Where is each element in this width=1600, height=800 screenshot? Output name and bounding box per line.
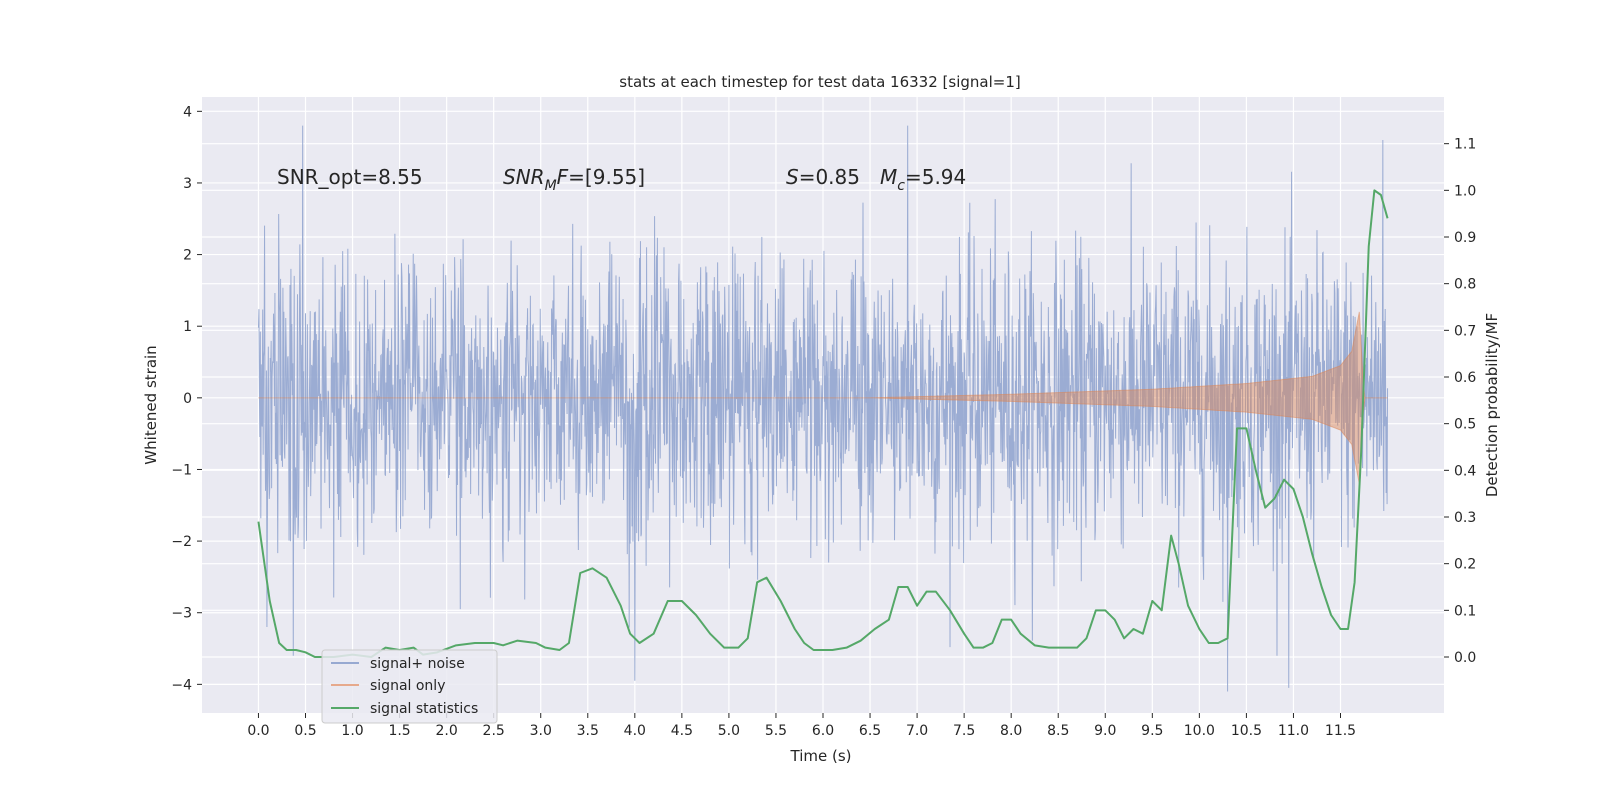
- annotation-s-suffix: =0.85: [799, 165, 860, 189]
- x-tick-label-18: 9.0: [1094, 723, 1116, 739]
- y-tick-label-0: −4: [171, 677, 192, 693]
- y2-tick-label-4: 0.4: [1454, 463, 1476, 479]
- annotation-snr-mf-sub: M: [545, 178, 557, 194]
- y2-axis-label: Detection probability/MF: [1483, 313, 1501, 497]
- x-tick-label-22: 11.0: [1278, 723, 1309, 739]
- y2-tick-label-7: 0.7: [1454, 323, 1476, 339]
- y2-tick-label-3: 0.3: [1454, 510, 1476, 526]
- x-tick-label-14: 7.0: [906, 723, 928, 739]
- y2-tick-label-11: 1.1: [1454, 137, 1476, 153]
- annotation-snr-mf-main: SNR: [503, 165, 545, 189]
- annotation-snr-mf-suffix: =[9.55]: [568, 165, 645, 189]
- y-axis-ticks: −4 −3 −2 −1 0 1 2 3 4: [171, 104, 202, 693]
- chart-title: stats at each timestep for test data 163…: [619, 73, 1020, 91]
- annotation-snr-mf: SNRMF=[9.55]: [503, 165, 645, 194]
- x-tick-label-4: 2.0: [436, 723, 458, 739]
- annotation-s-main: S: [786, 165, 799, 189]
- x-axis-label: Time (s): [790, 747, 852, 765]
- annotation-snr-opt-text: SNR_opt=8.55: [277, 165, 423, 189]
- legend: signal+ noise signal only signal statist…: [321, 649, 498, 724]
- x-tick-label-13: 6.5: [859, 723, 881, 739]
- x-tick-label-2: 1.0: [341, 723, 363, 739]
- y-tick-label-3: −1: [171, 462, 192, 478]
- y-tick-label-8: 4: [183, 104, 192, 120]
- y2-tick-label-2: 0.2: [1454, 557, 1476, 573]
- y-tick-label-6: 2: [183, 248, 192, 264]
- x-tick-label-3: 1.5: [388, 723, 410, 739]
- x-tick-label-12: 6.0: [812, 723, 834, 739]
- y2-tick-label-1: 0.1: [1454, 603, 1476, 619]
- annotation-mc-main: M: [880, 165, 897, 189]
- x-tick-label-21: 10.5: [1231, 723, 1262, 739]
- x-tick-label-0: 0.0: [247, 723, 269, 739]
- x-tick-label-16: 8.0: [1000, 723, 1022, 739]
- legend-label-signal-only: signal only: [370, 678, 445, 694]
- y-tick-label-4: 0: [183, 391, 192, 407]
- series-signal-statistics-line: [257, 189, 1389, 658]
- annotation-mc-sub: c: [897, 178, 905, 194]
- x-tick-label-10: 5.0: [718, 723, 740, 739]
- y-axis-label: Whitened strain: [142, 345, 160, 464]
- x-tick-label-1: 0.5: [294, 723, 316, 739]
- series-signal-only-line: [258, 311, 1388, 484]
- legend-box: [321, 649, 498, 724]
- annotations: SNR_opt=8.55 SNRMF=[9.55] S=0.85 Mc=5.94: [277, 165, 966, 194]
- legend-label-signal-noise: signal+ noise: [370, 656, 465, 672]
- x-tick-label-20: 10.0: [1184, 723, 1215, 739]
- annotation-s: S=0.85: [786, 165, 860, 189]
- x-tick-label-15: 7.5: [953, 723, 975, 739]
- y-tick-label-1: −3: [171, 606, 192, 622]
- x-axis-ticks: 0.0 0.5 1.0 1.5 2.0 2.5 3.0 3.5 4.0 4.5 5.0 5.5 6.0 6…: [247, 713, 1356, 739]
- y2-tick-label-5: 0.5: [1454, 417, 1476, 433]
- x-tick-label-6: 3.0: [530, 723, 552, 739]
- x-tick-label-8: 4.0: [624, 723, 646, 739]
- y-tick-label-2: −2: [171, 534, 192, 550]
- x-tick-label-9: 4.5: [671, 723, 693, 739]
- annotation-snr-opt: SNR_opt=8.55: [277, 165, 423, 189]
- x-tick-label-7: 3.5: [577, 723, 599, 739]
- y-tick-label-7: 3: [183, 176, 192, 192]
- annotation-mc: Mc=5.94: [880, 165, 966, 194]
- x-tick-label-5: 2.5: [483, 723, 505, 739]
- x-tick-label-23: 11.5: [1325, 723, 1356, 739]
- series-signal-noise-line: [257, 125, 1389, 692]
- annotation-snr-mf-f: F: [557, 165, 569, 189]
- x-tick-label-19: 9.5: [1141, 723, 1163, 739]
- y2-tick-label-10: 1.0: [1454, 183, 1476, 199]
- y2-tick-label-8: 0.8: [1454, 277, 1476, 293]
- annotation-mc-suffix: =5.94: [905, 165, 966, 189]
- y2-tick-label-6: 0.6: [1454, 370, 1476, 386]
- legend-label-signal-statistics: signal statistics: [370, 701, 478, 717]
- x-tick-label-17: 8.5: [1047, 723, 1069, 739]
- y-tick-label-5: 1: [183, 319, 192, 335]
- plot-marks: [257, 125, 1389, 692]
- y2-tick-label-0: 0.0: [1454, 650, 1476, 666]
- y2-axis-ticks: 0.0 0.1 0.2 0.3 0.4 0.5 0.6 0.7 0.8 0.9 1.0 1.1: [1444, 137, 1476, 666]
- x-tick-label-11: 5.5: [765, 723, 787, 739]
- y2-tick-label-9: 0.9: [1454, 230, 1476, 246]
